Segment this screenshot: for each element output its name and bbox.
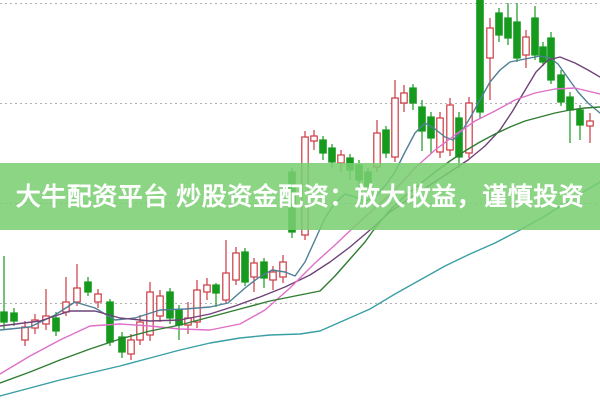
candle-up bbox=[203, 284, 211, 293]
candle-up bbox=[222, 272, 230, 301]
ma-slow-darkgreen bbox=[0, 106, 600, 384]
ma-slowest-cyan bbox=[0, 181, 600, 397]
candle-up bbox=[522, 36, 530, 56]
candle-down bbox=[10, 312, 18, 322]
candle-down bbox=[212, 284, 220, 294]
candle-up bbox=[446, 104, 454, 151]
candle-up bbox=[250, 262, 258, 278]
ma-mid-pink bbox=[0, 87, 600, 375]
candle-down bbox=[166, 291, 174, 319]
candle-down bbox=[382, 129, 390, 154]
candle-down bbox=[319, 139, 327, 154]
promo-banner-text: 大牛配资平台 炒股资金配资：放大收益，谨慎投资 bbox=[15, 183, 585, 211]
candle-up bbox=[232, 252, 240, 281]
candle-down bbox=[106, 301, 114, 343]
candle-up bbox=[127, 339, 135, 355]
candle-down bbox=[260, 261, 268, 279]
candle-up bbox=[193, 289, 201, 323]
promo-banner: 大牛配资平台 炒股资金配资：放大收益，谨慎投资 bbox=[0, 163, 600, 230]
candle-down bbox=[513, 21, 521, 59]
candle-down bbox=[84, 281, 92, 293]
candle-down bbox=[0, 311, 8, 323]
candle-up bbox=[337, 154, 345, 164]
candle-down bbox=[566, 96, 574, 111]
candle-down bbox=[531, 17, 539, 56]
candle-up bbox=[373, 132, 381, 168]
candle-up bbox=[269, 271, 277, 281]
candle-down bbox=[455, 117, 463, 158]
candle-up bbox=[94, 293, 102, 303]
candle-down bbox=[576, 109, 584, 126]
candle-down bbox=[504, 17, 512, 39]
candle-down bbox=[175, 309, 183, 326]
candle-up bbox=[391, 97, 399, 158]
candle-up bbox=[21, 326, 29, 341]
candle-down bbox=[539, 46, 547, 63]
candle-up bbox=[136, 321, 144, 341]
candle-up bbox=[586, 120, 594, 127]
candle-down bbox=[495, 12, 503, 36]
candle-down bbox=[241, 251, 249, 283]
candle-up bbox=[73, 287, 81, 303]
candle-down bbox=[418, 106, 426, 132]
candle-down bbox=[328, 147, 336, 163]
candle-down bbox=[118, 336, 126, 353]
candle-down bbox=[427, 116, 435, 139]
candle-down bbox=[476, 0, 484, 113]
candle-up bbox=[310, 135, 318, 142]
candle-down bbox=[409, 87, 417, 104]
candle-up bbox=[486, 27, 494, 59]
gridlines bbox=[0, 3, 600, 304]
candle-up bbox=[400, 92, 408, 104]
candle-up bbox=[465, 102, 473, 154]
candle-up bbox=[279, 261, 287, 278]
candle-up bbox=[156, 295, 164, 317]
candle-down bbox=[52, 317, 60, 332]
